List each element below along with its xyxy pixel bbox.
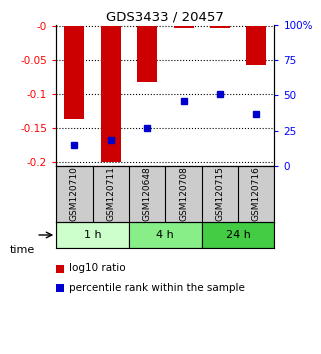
Text: time: time <box>10 245 35 255</box>
Bar <box>173 26 194 28</box>
Text: 1 h: 1 h <box>84 230 101 240</box>
Title: GDS3433 / 20457: GDS3433 / 20457 <box>106 11 224 24</box>
Bar <box>56 222 129 248</box>
Text: GSM120648: GSM120648 <box>143 167 152 221</box>
Bar <box>210 26 230 28</box>
Text: GSM120711: GSM120711 <box>106 166 115 221</box>
Text: GSM120710: GSM120710 <box>70 166 79 221</box>
Text: GSM120716: GSM120716 <box>252 166 261 221</box>
Bar <box>101 26 121 162</box>
Bar <box>202 222 274 248</box>
Bar <box>129 222 202 248</box>
Bar <box>246 26 266 65</box>
Bar <box>64 26 84 119</box>
Text: log10 ratio: log10 ratio <box>69 263 126 273</box>
Text: 24 h: 24 h <box>226 230 250 240</box>
Text: GSM120708: GSM120708 <box>179 166 188 221</box>
Text: percentile rank within the sample: percentile rank within the sample <box>69 283 245 293</box>
Text: 4 h: 4 h <box>156 230 174 240</box>
Bar <box>137 26 157 82</box>
Text: GSM120715: GSM120715 <box>215 166 224 221</box>
